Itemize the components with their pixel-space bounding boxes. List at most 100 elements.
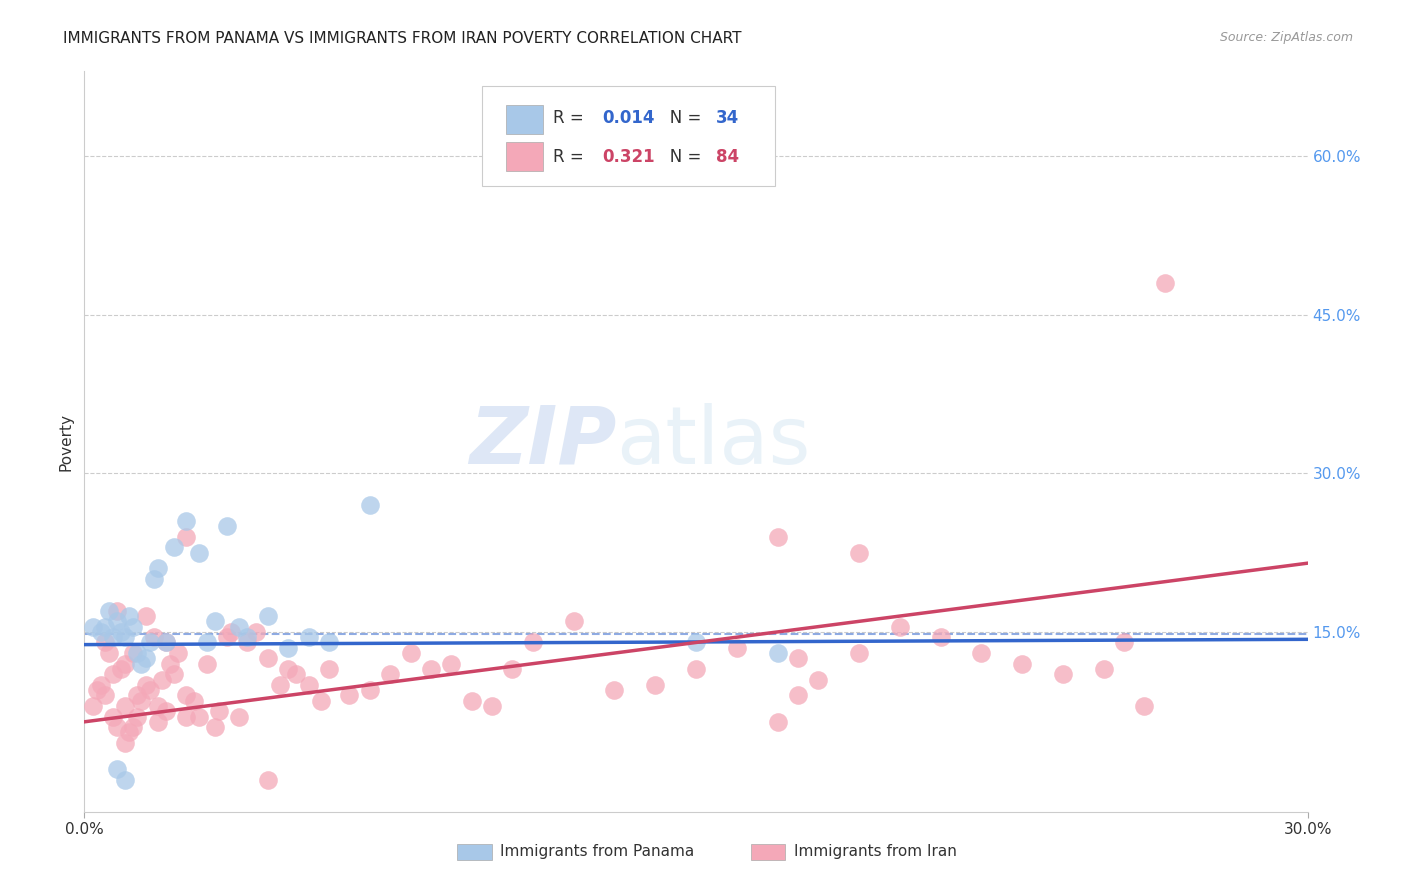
Point: [277, 662, 299, 676]
Y-axis label: Poverty: Poverty: [58, 412, 73, 471]
Point: [110, 624, 132, 639]
Point: [285, 667, 308, 681]
Point: [127, 689, 149, 703]
Point: [135, 678, 157, 692]
Point: [101, 709, 124, 723]
Point: [183, 694, 205, 708]
Point: [1154, 276, 1177, 290]
Point: [298, 678, 321, 692]
Point: [155, 704, 177, 718]
Text: N =: N =: [654, 147, 707, 166]
Point: [195, 635, 218, 649]
Point: [159, 657, 181, 671]
Point: [93, 619, 115, 633]
Point: [122, 619, 145, 633]
Point: [929, 630, 952, 644]
Point: [138, 635, 160, 649]
Point: [101, 630, 124, 644]
Text: ZIP: ZIP: [470, 402, 616, 481]
Text: Immigrants from Iran: Immigrants from Iran: [794, 844, 956, 859]
Point: [93, 689, 115, 703]
Point: [187, 709, 209, 723]
Text: Immigrants from Panama: Immigrants from Panama: [501, 844, 695, 859]
Point: [269, 678, 291, 692]
Point: [163, 667, 186, 681]
Point: [174, 709, 197, 723]
Point: [219, 624, 242, 639]
Point: [685, 662, 707, 676]
Point: [135, 651, 157, 665]
Point: [135, 609, 157, 624]
Point: [114, 657, 136, 671]
Point: [725, 640, 748, 655]
Point: [236, 630, 259, 644]
Point: [277, 640, 299, 655]
Point: [1052, 667, 1074, 681]
Point: [97, 604, 120, 618]
Point: [522, 635, 544, 649]
Point: [86, 683, 108, 698]
Point: [142, 572, 165, 586]
Point: [359, 683, 381, 698]
Text: 34: 34: [716, 109, 738, 127]
Point: [174, 514, 197, 528]
Text: 0.321: 0.321: [602, 147, 654, 166]
Text: N =: N =: [654, 109, 707, 127]
Text: Source: ZipAtlas.com: Source: ZipAtlas.com: [1219, 31, 1353, 45]
Point: [101, 667, 124, 681]
FancyBboxPatch shape: [506, 104, 543, 135]
Point: [257, 651, 280, 665]
Point: [195, 657, 218, 671]
Point: [685, 635, 707, 649]
Point: [217, 630, 239, 644]
Point: [481, 698, 503, 713]
Point: [105, 720, 128, 734]
Point: [208, 704, 231, 718]
Point: [766, 646, 789, 660]
Text: 0.014: 0.014: [602, 109, 654, 127]
Point: [174, 530, 197, 544]
Point: [1011, 657, 1033, 671]
FancyBboxPatch shape: [751, 844, 786, 860]
Point: [122, 720, 145, 734]
Point: [848, 546, 870, 560]
Point: [82, 619, 104, 633]
Point: [257, 609, 280, 624]
Point: [787, 689, 810, 703]
Point: [204, 615, 226, 629]
Point: [97, 646, 120, 660]
Point: [889, 619, 911, 633]
Point: [380, 667, 402, 681]
Point: [146, 714, 169, 729]
Point: [461, 694, 484, 708]
Point: [204, 720, 226, 734]
Point: [118, 725, 141, 739]
Point: [131, 657, 153, 671]
Point: [359, 498, 381, 512]
Point: [420, 662, 443, 676]
Point: [399, 646, 422, 660]
Point: [90, 678, 112, 692]
Point: [114, 630, 136, 644]
Point: [848, 646, 870, 660]
Point: [440, 657, 463, 671]
Text: 84: 84: [716, 147, 738, 166]
Point: [174, 689, 197, 703]
Point: [309, 694, 332, 708]
Text: R =: R =: [553, 109, 589, 127]
Point: [146, 561, 169, 575]
Point: [1114, 635, 1136, 649]
Point: [970, 646, 993, 660]
Point: [807, 673, 830, 687]
Text: atlas: atlas: [616, 402, 811, 481]
Point: [127, 646, 149, 660]
Point: [1133, 698, 1156, 713]
Point: [105, 763, 128, 777]
Point: [257, 772, 280, 787]
Point: [228, 619, 250, 633]
Point: [562, 615, 585, 629]
Point: [644, 678, 666, 692]
FancyBboxPatch shape: [457, 844, 492, 860]
Point: [502, 662, 524, 676]
Point: [131, 694, 153, 708]
